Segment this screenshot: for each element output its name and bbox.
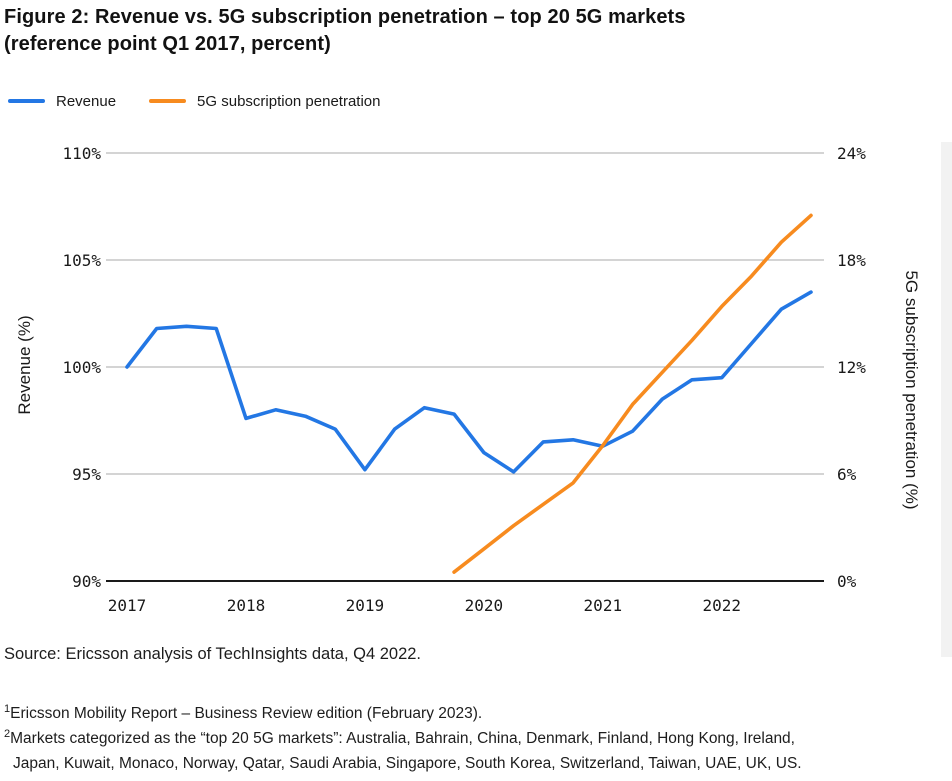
x-tick-2018: 2018 <box>227 596 266 615</box>
right-tick-18%: 18% <box>837 251 866 270</box>
left-tick-110%: 110% <box>62 144 101 163</box>
footnote-1-text: Ericsson Mobility Report – Business Revi… <box>10 705 483 722</box>
right-tick-24%: 24% <box>837 144 866 163</box>
left-tick-100%: 100% <box>62 358 101 377</box>
footnote-2-marker: 2 <box>4 727 11 740</box>
page-edge-strip <box>941 142 952 657</box>
footnotes: 1Ericsson Mobility Report – Business Rev… <box>4 701 952 776</box>
footnote-2: 2Markets categorized as the “top 20 5G m… <box>4 726 952 776</box>
footnote-1: 1Ericsson Mobility Report – Business Rev… <box>4 701 952 726</box>
x-tick-2021: 2021 <box>584 596 623 615</box>
legend-item-revenue: Revenue <box>8 93 116 110</box>
right-tick-6%: 6% <box>837 465 857 484</box>
right-tick-12%: 12% <box>837 358 866 377</box>
x-tick-2022: 2022 <box>703 596 742 615</box>
left-axis-title: Revenue (%) <box>15 315 34 415</box>
chart-legend: Revenue 5G subscription penetration <box>8 92 381 110</box>
footnote-2-text-line2: Japan, Kuwait, Monaco, Norway, Qatar, Sa… <box>13 755 802 772</box>
revenue-line-swatch <box>8 99 45 103</box>
footnote-1-marker: 1 <box>4 702 11 715</box>
left-tick-90%: 90% <box>72 572 101 591</box>
legend-item-penetration: 5G subscription penetration <box>149 92 381 110</box>
figure-title: Figure 2: Revenue vs. 5G subscription pe… <box>4 4 934 58</box>
figure-title-line1: Figure 2: Revenue vs. 5G subscription pe… <box>4 6 686 28</box>
legend-label-revenue: Revenue <box>56 92 117 110</box>
right-tick-0%: 0% <box>837 572 857 591</box>
revenue-line <box>125 290 813 474</box>
x-tick-2017: 2017 <box>108 596 147 615</box>
legend-label-penetration: 5G subscription penetration <box>197 92 381 110</box>
figure-title-line2: (reference point Q1 2017, percent) <box>4 33 331 55</box>
penetration-line-swatch <box>149 99 187 103</box>
right-axis-title: 5G subscription penetration (%) <box>902 270 921 510</box>
x-tick-2019: 2019 <box>346 596 385 615</box>
line-chart: 90% 95% 100% 105% 110% 0% 6% 12% 18% 24% 2017 2018 2… <box>62 144 866 615</box>
penetration-line <box>452 213 813 574</box>
left-tick-105%: 105% <box>62 251 101 270</box>
left-tick-95%: 95% <box>72 465 101 484</box>
footnote-2-text-line1: Markets categorized as the “top 20 5G ma… <box>10 730 795 747</box>
x-tick-2020: 2020 <box>465 596 504 615</box>
source-note: Source: Ericsson analysis of TechInsight… <box>4 645 422 663</box>
